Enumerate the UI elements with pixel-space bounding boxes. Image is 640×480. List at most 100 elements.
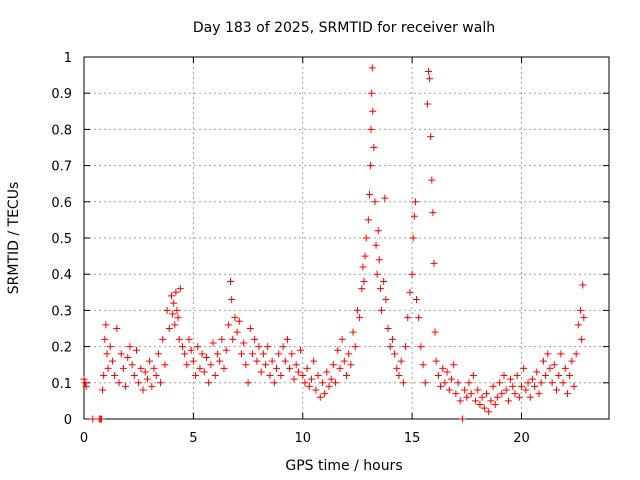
x-tick-label: 0	[80, 431, 88, 446]
data-point	[443, 368, 451, 376]
data-point	[386, 343, 394, 351]
data-point	[374, 227, 382, 235]
data-point	[173, 306, 181, 314]
data-point	[578, 335, 586, 343]
data-point	[561, 364, 569, 372]
data-point	[175, 335, 183, 343]
data-point	[432, 357, 440, 365]
data-point	[327, 375, 335, 383]
data-point	[303, 364, 311, 372]
data-point	[428, 176, 436, 184]
data-point	[381, 194, 389, 202]
data-point	[211, 372, 219, 380]
data-point	[290, 375, 298, 383]
data-point	[441, 379, 449, 387]
data-point	[168, 292, 175, 300]
data-point	[408, 270, 416, 278]
data-point	[235, 317, 243, 325]
data-point	[218, 335, 226, 343]
data-point	[137, 364, 145, 372]
data-point	[98, 415, 105, 423]
data-point	[133, 346, 140, 354]
data-point	[359, 263, 367, 271]
data-point	[318, 379, 326, 387]
data-point	[537, 379, 545, 387]
data-point	[526, 393, 534, 401]
data-point	[520, 364, 528, 372]
data-point	[281, 357, 289, 365]
data-point	[266, 372, 274, 380]
data-point	[467, 390, 475, 398]
data-point	[391, 350, 399, 358]
x-tick-label: 10	[294, 431, 311, 446]
x-tick-label: 20	[513, 431, 530, 446]
data-point	[172, 288, 180, 296]
data-point	[183, 361, 191, 369]
data-point	[509, 382, 517, 390]
data-point	[368, 64, 376, 72]
data-point	[198, 350, 206, 358]
data-point	[437, 382, 445, 390]
data-point	[557, 350, 565, 358]
data-point	[220, 364, 228, 372]
data-point	[542, 372, 550, 380]
data-point	[338, 335, 346, 343]
data-point	[500, 372, 508, 380]
data-point	[431, 328, 439, 336]
data-point	[81, 379, 89, 387]
data-point	[539, 357, 547, 365]
data-point	[292, 361, 300, 369]
data-point	[148, 382, 156, 390]
data-point	[321, 390, 329, 398]
data-point	[425, 67, 433, 75]
data-point	[242, 361, 250, 369]
data-point	[233, 328, 241, 336]
data-point	[150, 364, 158, 372]
y-tick-label: 0.8	[51, 123, 72, 138]
data-point	[577, 306, 585, 314]
data-point	[106, 343, 114, 351]
data-point	[358, 285, 366, 293]
data-point	[361, 252, 369, 260]
data-point	[511, 390, 519, 398]
data-point	[205, 379, 213, 387]
chart-points	[80, 64, 588, 423]
data-point	[452, 390, 460, 398]
data-point	[262, 361, 270, 369]
data-point	[507, 375, 515, 383]
y-tick-label: 0.5	[51, 232, 72, 247]
data-point	[224, 321, 232, 329]
data-point	[161, 361, 169, 369]
data-point	[559, 379, 567, 387]
data-point	[397, 357, 405, 365]
data-point	[496, 379, 504, 387]
data-point	[332, 379, 340, 387]
data-point	[174, 314, 182, 322]
y-tick-label: 0.2	[51, 341, 72, 356]
data-point	[548, 379, 556, 387]
data-point	[448, 375, 455, 383]
data-point	[270, 379, 278, 387]
data-point	[240, 339, 248, 347]
data-point	[213, 350, 221, 358]
data-point	[336, 364, 344, 372]
data-point	[89, 415, 97, 423]
data-point	[227, 277, 235, 285]
data-point	[126, 343, 134, 351]
data-point	[375, 256, 383, 264]
data-point	[196, 364, 204, 372]
data-point	[476, 401, 484, 409]
data-point	[409, 234, 417, 242]
data-point	[139, 386, 147, 394]
data-point	[100, 372, 108, 380]
x-axis-label: GPS time / hours	[285, 458, 402, 474]
data-point	[279, 343, 287, 351]
data-point	[178, 343, 186, 351]
data-point	[568, 357, 576, 365]
data-point	[376, 285, 384, 293]
data-point	[515, 393, 523, 401]
data-point	[429, 209, 437, 217]
data-point	[395, 372, 403, 380]
data-point	[299, 372, 307, 380]
data-point	[368, 89, 376, 97]
